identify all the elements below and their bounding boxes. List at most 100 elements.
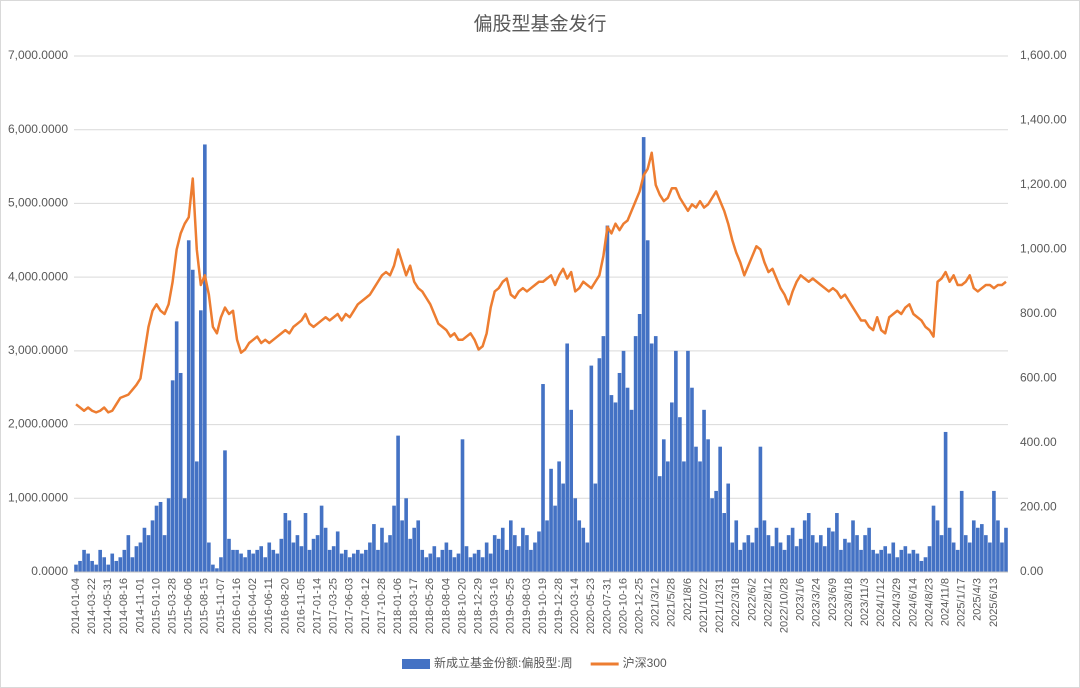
bar (207, 542, 211, 572)
bar (589, 365, 594, 572)
bar (529, 549, 533, 572)
bar (513, 535, 517, 572)
bar (814, 542, 819, 572)
bar (339, 553, 344, 572)
x-tick-label: 2022/10/28 (778, 578, 790, 633)
x-tick-label: 2025/1/17 (956, 578, 968, 627)
bar (492, 535, 497, 572)
bar (625, 387, 630, 572)
y2-tick-label: 800.00 (1020, 306, 1057, 320)
bar (585, 542, 590, 572)
x-tick-label: 2020-03-14 (569, 578, 581, 634)
x-tick-label: 2024/3/29 (891, 578, 903, 627)
bar (657, 476, 662, 572)
x-tick-label: 2021/5/28 (666, 578, 678, 627)
x-tick-label: 2017-08-12 (360, 578, 372, 634)
bar (424, 557, 429, 572)
bar (223, 450, 227, 572)
bar (919, 560, 924, 572)
bar (82, 549, 86, 572)
bar (146, 535, 151, 572)
bar (786, 535, 791, 572)
bar (211, 564, 215, 572)
bar (750, 542, 755, 572)
bar (275, 553, 280, 572)
x-tick-label: 2024/11/8 (940, 578, 952, 626)
x-tick-label: 2015-08-15 (199, 578, 211, 634)
bar (162, 535, 167, 572)
x-tick-label: 2015-03-28 (167, 578, 179, 634)
bar (629, 409, 634, 572)
bar (480, 557, 485, 572)
bar (883, 546, 888, 572)
bar (798, 538, 803, 572)
bar (782, 549, 787, 572)
bar (484, 542, 489, 572)
bar (178, 372, 183, 572)
bar (279, 538, 284, 572)
y-tick-label: 2,000.0000 (8, 417, 68, 431)
bar (235, 549, 239, 572)
bar (935, 520, 940, 572)
bar (134, 546, 139, 572)
bar (758, 446, 763, 572)
bar (561, 483, 565, 572)
x-tick-label: 2014-05-31 (102, 578, 114, 634)
bar (617, 372, 622, 572)
x-tick-label: 2024/6/14 (907, 578, 919, 627)
bar (396, 435, 400, 572)
y2-tick-label: 600.00 (1020, 371, 1057, 385)
bar (839, 549, 843, 572)
y2-tick-label: 1,400.00 (1020, 113, 1067, 127)
bar (360, 553, 364, 572)
bar (661, 439, 666, 572)
y2-tick-label: 1,200.00 (1020, 177, 1067, 191)
x-tick-label: 2015-06-06 (183, 578, 195, 634)
x-tick-label: 2018-10-20 (456, 578, 468, 634)
bar (500, 527, 505, 572)
x-tick-label: 2019-08-03 (521, 578, 533, 634)
bar (553, 505, 557, 572)
y-tick-label: 6,000.0000 (8, 122, 68, 136)
bar (879, 549, 883, 572)
bar (871, 549, 875, 572)
bar (778, 542, 783, 572)
bar (984, 535, 988, 572)
x-tick-label: 2016-08-20 (279, 578, 291, 634)
bar (106, 564, 111, 572)
bar (533, 542, 537, 572)
x-tick-label: 2016-04-02 (247, 578, 259, 634)
bar (992, 490, 996, 572)
bar (356, 549, 360, 572)
x-tick-label: 2018-05-26 (424, 578, 436, 634)
x-tick-label: 2016-06-11 (263, 578, 275, 633)
bar (114, 560, 119, 572)
bar (299, 546, 304, 572)
x-tick-label: 2014-08-16 (118, 578, 130, 634)
bar (432, 546, 437, 572)
bar (203, 144, 207, 572)
bar (347, 557, 352, 572)
bar (951, 542, 956, 572)
x-tick-label: 2021/12/31 (714, 578, 726, 633)
bar (738, 549, 743, 572)
bar (400, 520, 404, 572)
x-tick-label: 2022/3/18 (730, 578, 742, 627)
bar (726, 483, 731, 572)
bar (351, 553, 356, 572)
bar (174, 321, 179, 572)
bar (855, 535, 859, 572)
bar (199, 310, 203, 572)
bar (698, 461, 702, 572)
x-tick-label: 2021/3/12 (650, 578, 662, 627)
bar (891, 542, 896, 572)
x-tick-label: 2025/4/3 (972, 578, 984, 621)
bar (573, 498, 578, 572)
bar (150, 520, 155, 572)
bar (452, 557, 457, 572)
bar (959, 490, 964, 572)
x-tick-label: 2015-11-07 (215, 578, 227, 633)
x-tick-label: 2023/8/18 (843, 578, 855, 627)
bar (690, 387, 694, 572)
bar (931, 505, 936, 572)
